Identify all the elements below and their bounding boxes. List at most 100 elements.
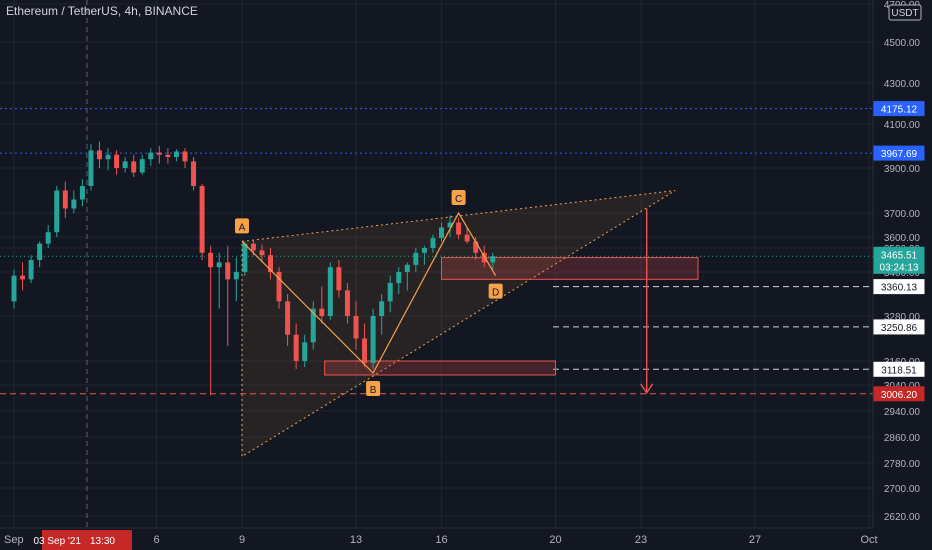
- candle-body: [259, 250, 265, 256]
- y-tick-label: 3700.00: [884, 209, 921, 220]
- price-axis[interactable]: [873, 0, 932, 550]
- candle-body: [165, 154, 171, 157]
- candle-body: [370, 316, 376, 363]
- price-level-tag-label: 4175.12: [881, 105, 918, 116]
- candle-body: [344, 290, 350, 316]
- candle-body: [413, 252, 419, 265]
- pattern-point-marker: [488, 283, 503, 299]
- y-tick-label: 3280.00: [884, 312, 921, 323]
- candle-body: [396, 272, 402, 283]
- candle-body: [148, 152, 154, 160]
- candle-body: [54, 190, 60, 233]
- candle-body: [71, 199, 77, 209]
- price-level-tag: [873, 145, 925, 161]
- candle-body: [387, 283, 393, 302]
- currency-badge-label: USDT: [891, 8, 918, 19]
- candle-body: [242, 243, 248, 272]
- candle-body: [293, 334, 299, 361]
- y-tick-label: 2620.00: [884, 512, 921, 523]
- price-level-tag: [873, 319, 925, 335]
- crosshair-time-tag: [41, 530, 132, 550]
- y-tick-label: 4300.00: [884, 79, 921, 90]
- abcd-pattern-line: [241, 211, 497, 374]
- candle-body: [37, 243, 43, 260]
- candle-body: [88, 150, 94, 186]
- candle-body: [353, 316, 359, 339]
- candle-body: [404, 264, 410, 272]
- x-tick-label: Sep: [4, 534, 24, 546]
- y-tick-label: 3600.00: [884, 233, 921, 244]
- price-level-tag-label: 3465.51: [881, 250, 918, 261]
- price-level-tag: [873, 361, 925, 377]
- candle-body: [319, 308, 325, 316]
- x-tick-label: 20: [549, 534, 561, 546]
- candle-body: [45, 232, 51, 244]
- pattern-point-marker: [451, 190, 466, 205]
- candle-body: [139, 159, 145, 173]
- x-tick-label: Oct: [860, 534, 877, 546]
- candle-body: [310, 308, 316, 343]
- candle-body: [122, 161, 128, 168]
- currency-badge[interactable]: [888, 4, 922, 21]
- y-tick-label: 4500.00: [884, 38, 921, 49]
- x-tick-label: 9: [239, 534, 245, 546]
- candle-body: [456, 222, 462, 235]
- candle-body: [20, 275, 26, 280]
- target-arrow-head: [640, 383, 654, 395]
- y-tick-label: 2700.00: [884, 484, 921, 495]
- candle-body: [173, 151, 179, 157]
- candle-body: [97, 150, 102, 160]
- crosshair-time-label: 13:30: [90, 536, 115, 547]
- candle-body: [216, 262, 222, 268]
- price-level-tag-label: 3118.51: [881, 365, 917, 376]
- candle-body: [250, 243, 256, 251]
- y-tick-label: 2780.00: [884, 459, 921, 470]
- candle-body: [285, 301, 291, 335]
- candle-body: [79, 186, 85, 200]
- candle-body: [490, 256, 496, 263]
- price-level-tag-label: 3360.13: [881, 283, 918, 294]
- candle-body: [379, 301, 385, 316]
- candle-body: [447, 222, 453, 228]
- price-level-tag-label: 3967.69: [881, 149, 918, 160]
- candle-body: [439, 227, 444, 239]
- candle-body: [430, 238, 436, 248]
- candle-body: [268, 255, 273, 272]
- y-tick-label: 2860.00: [884, 433, 921, 444]
- candle-body: [276, 272, 282, 302]
- candle-body: [225, 262, 231, 280]
- candle-body: [11, 275, 17, 302]
- candle-body: [182, 151, 188, 162]
- x-tick-label: 23: [635, 534, 647, 546]
- candle-body: [233, 272, 239, 280]
- candle-body: [105, 154, 111, 160]
- countdown-label: 03:24:13: [880, 262, 919, 273]
- candle-body: [421, 248, 427, 253]
- y-tick-label: 4100.00: [884, 120, 921, 131]
- pattern-point-label: A: [239, 222, 246, 233]
- supply-demand-zone: [441, 257, 699, 280]
- candle-body: [362, 338, 368, 363]
- x-tick-label: 27: [749, 534, 761, 546]
- candle-body: [62, 190, 68, 209]
- price-level-tag: [873, 386, 925, 402]
- candle-body: [131, 161, 137, 173]
- x-tick-label: 6: [153, 534, 159, 546]
- candle-body: [28, 260, 34, 280]
- candle-body: [473, 241, 479, 253]
- crosshair-date-label: 03 Sep '21: [33, 536, 81, 547]
- pattern-point-marker: [235, 218, 249, 234]
- y-tick-label: 3900.00: [884, 164, 921, 175]
- supply-demand-zone: [324, 360, 556, 376]
- x-tick-label: 16: [435, 534, 447, 546]
- candle-body: [156, 152, 162, 155]
- candle-body: [302, 342, 308, 361]
- price-level-tag: [873, 101, 925, 117]
- pattern-point-marker: [366, 381, 381, 396]
- candle-body: [327, 267, 333, 316]
- candle-body: [336, 267, 342, 291]
- candle-body: [114, 154, 120, 168]
- y-tick-label: 2940.00: [884, 407, 921, 418]
